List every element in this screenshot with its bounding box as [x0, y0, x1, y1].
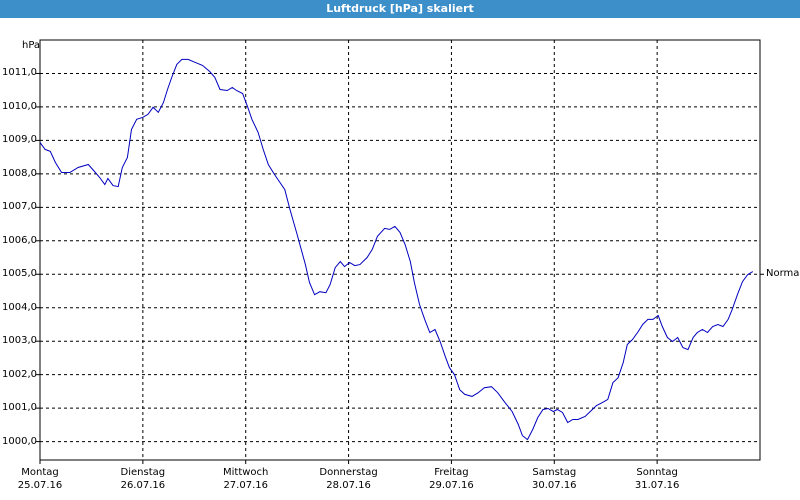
- x-tick-label: Dienstag 26.07.16: [120, 467, 166, 491]
- y-tick-label: 1010,0: [2, 100, 37, 112]
- x-tick-label: Sonntag 31.07.16: [634, 467, 680, 491]
- y-tick-label: 1011,0: [2, 67, 37, 79]
- line: [39, 58, 754, 441]
- y-tick-label: 1008,0: [2, 167, 37, 179]
- annotation: Normal: [766, 268, 800, 280]
- plot-frame: [39, 39, 761, 461]
- y-tick-label: 1000,0: [2, 435, 37, 447]
- y-tick-label: 1003,0: [2, 335, 37, 347]
- y-tick-label: 1005,0: [2, 268, 37, 280]
- y-tick-label: 1006,0: [2, 234, 37, 246]
- chart-title: Luftdruck [hPa] skaliert: [0, 0, 800, 18]
- y-tick-label: 1004,0: [2, 301, 37, 313]
- y-tick-label: 1002,0: [2, 368, 37, 380]
- x-tick-label: Donnerstag 28.07.16: [319, 467, 378, 491]
- x-tick-label: Samstag 30.07.16: [532, 467, 577, 491]
- y-tick-label: 1007,0: [2, 201, 37, 213]
- x-tick-label: Freitag 29.07.16: [429, 467, 474, 491]
- y-axis-label: hPa: [22, 40, 41, 51]
- x-tick-label: Montag 25.07.16: [17, 467, 63, 491]
- y-tick-label: 1001,0: [2, 402, 37, 414]
- x-tick-label: Mittwoch 27.07.16: [223, 467, 269, 491]
- y-tick-label: 1009,0: [2, 134, 37, 146]
